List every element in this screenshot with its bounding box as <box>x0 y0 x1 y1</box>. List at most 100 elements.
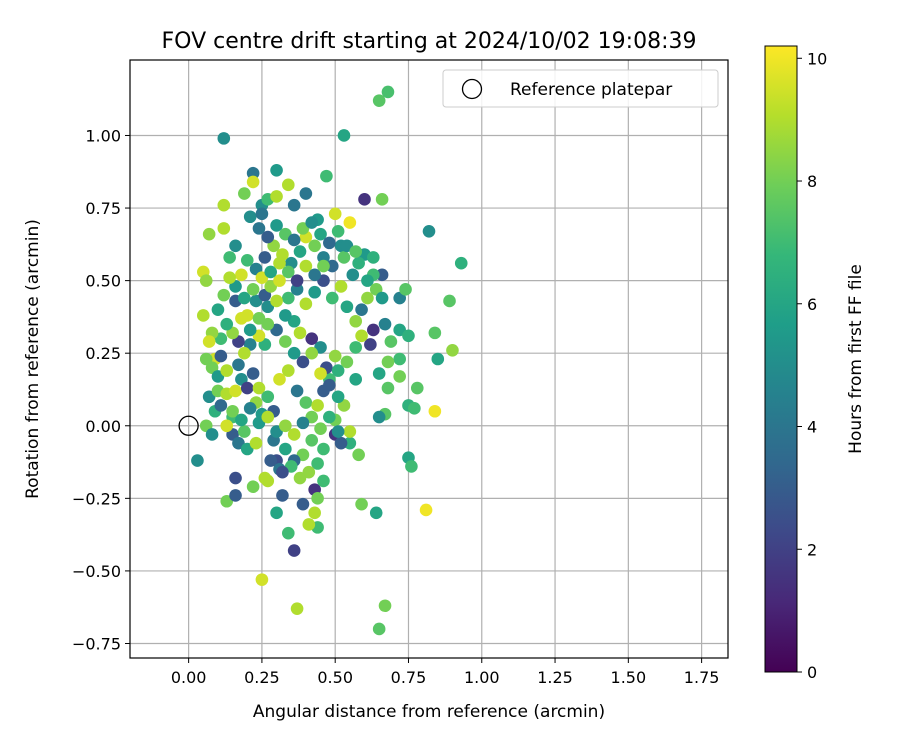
colorbar-tick-label: 10 <box>807 49 827 68</box>
scatter-point <box>217 132 231 145</box>
scatter-point <box>287 544 301 557</box>
scatter-point <box>323 410 336 424</box>
scatter-point <box>311 492 324 505</box>
scatter-point <box>258 471 272 485</box>
scatter-point <box>378 599 392 613</box>
scatter-point <box>273 256 286 270</box>
scatter-point <box>302 518 316 531</box>
scatter-point <box>405 460 418 473</box>
scatter-point <box>399 283 412 296</box>
colorbar-tick-label: 6 <box>807 295 817 314</box>
scatter-point <box>428 326 442 340</box>
scatter-point <box>337 129 351 142</box>
scatter-point <box>252 222 266 235</box>
scatter-point <box>270 164 283 177</box>
scatter-point <box>270 294 283 308</box>
scatter-point <box>217 288 231 302</box>
scatter-point <box>264 454 278 467</box>
x-tick-label: 0.50 <box>317 668 353 687</box>
scatter-point <box>369 506 383 520</box>
scatter-point <box>325 259 339 273</box>
scatter-point <box>443 294 456 308</box>
scatter-point <box>410 381 424 395</box>
scatter-point <box>334 436 348 450</box>
scatter-point <box>261 390 275 404</box>
scatter-point <box>372 367 386 380</box>
scatter-point <box>226 404 239 418</box>
scatter-point <box>299 259 313 273</box>
scatter-point <box>255 207 269 221</box>
scatter-point <box>308 268 321 282</box>
scatter-point <box>367 251 380 264</box>
scatter-point <box>328 207 342 221</box>
scatter-point <box>352 448 365 462</box>
y-tick-label: 0.25 <box>85 344 121 363</box>
scatter-point <box>355 329 368 343</box>
y-tick-label: −0.25 <box>72 489 121 508</box>
scatter-point <box>220 317 234 331</box>
y-tick-label: 0.00 <box>85 417 121 436</box>
x-tick-label: 0.00 <box>171 668 207 687</box>
scatter-point <box>232 358 245 372</box>
scatter-point <box>246 367 260 380</box>
scatter-point <box>220 419 234 433</box>
scatter-point <box>364 338 377 351</box>
scatter-point <box>331 224 345 238</box>
scatter-point <box>308 285 321 299</box>
scatter-point <box>235 268 248 282</box>
legend-box <box>442 69 719 108</box>
scatter-point <box>246 175 260 189</box>
legend: Reference platepar <box>442 69 719 108</box>
scatter-point <box>217 198 231 212</box>
x-axis-label: Angular distance from reference (arcmin) <box>253 702 605 722</box>
scatter-point <box>281 178 295 192</box>
scatter-point <box>296 355 310 369</box>
colorbar-tick-label: 8 <box>807 172 817 191</box>
scatter-point <box>337 251 351 264</box>
scatter-point <box>255 573 269 586</box>
scatter-point <box>305 346 319 360</box>
scatter-point <box>343 216 357 229</box>
scatter-point <box>240 381 254 395</box>
plot-frame <box>129 59 729 659</box>
scatter-point <box>381 381 395 395</box>
scatter-point <box>355 303 368 316</box>
scatter-point <box>296 497 310 511</box>
x-tick-label: 0.75 <box>391 668 427 687</box>
scatter-point <box>317 442 330 456</box>
scatter-point <box>281 291 295 305</box>
scatter-point <box>238 187 251 200</box>
scatter-point <box>323 236 336 250</box>
colorbar-tick-label: 4 <box>807 418 817 437</box>
scatter-point <box>375 193 389 206</box>
scatter-point <box>191 454 204 467</box>
scatter-point <box>328 349 342 363</box>
scatter-point <box>264 265 278 279</box>
scatter-point <box>196 309 210 322</box>
scatter-point <box>214 349 228 363</box>
scatter-point <box>243 323 257 337</box>
y-tick-label: −0.50 <box>72 562 121 581</box>
scatter-point <box>252 381 266 395</box>
scatter-point <box>358 193 371 206</box>
scatter-point <box>340 300 354 314</box>
scatter-point <box>290 283 304 296</box>
scatter-point <box>331 390 345 404</box>
scatter-point <box>290 274 304 287</box>
scatter-point <box>375 268 389 282</box>
colorbar-tick-label: 2 <box>807 540 817 559</box>
scatter-point <box>352 256 365 270</box>
scatter-point <box>281 364 295 377</box>
scatter-point <box>317 474 330 488</box>
scatter-point <box>314 422 327 435</box>
scatter-point <box>393 370 406 383</box>
scatter-point <box>311 399 324 412</box>
scatter-point <box>249 436 263 450</box>
y-axis: −0.75 −0.50 −0.25 0.00 0.25 0.50 0.75 1.00 <box>72 126 130 653</box>
scatter-point <box>349 245 363 258</box>
scatter-point <box>281 265 295 279</box>
scatter-point <box>308 239 321 253</box>
scatter-point <box>240 254 254 267</box>
scatter-point <box>314 227 327 241</box>
scatter-point <box>261 410 275 424</box>
